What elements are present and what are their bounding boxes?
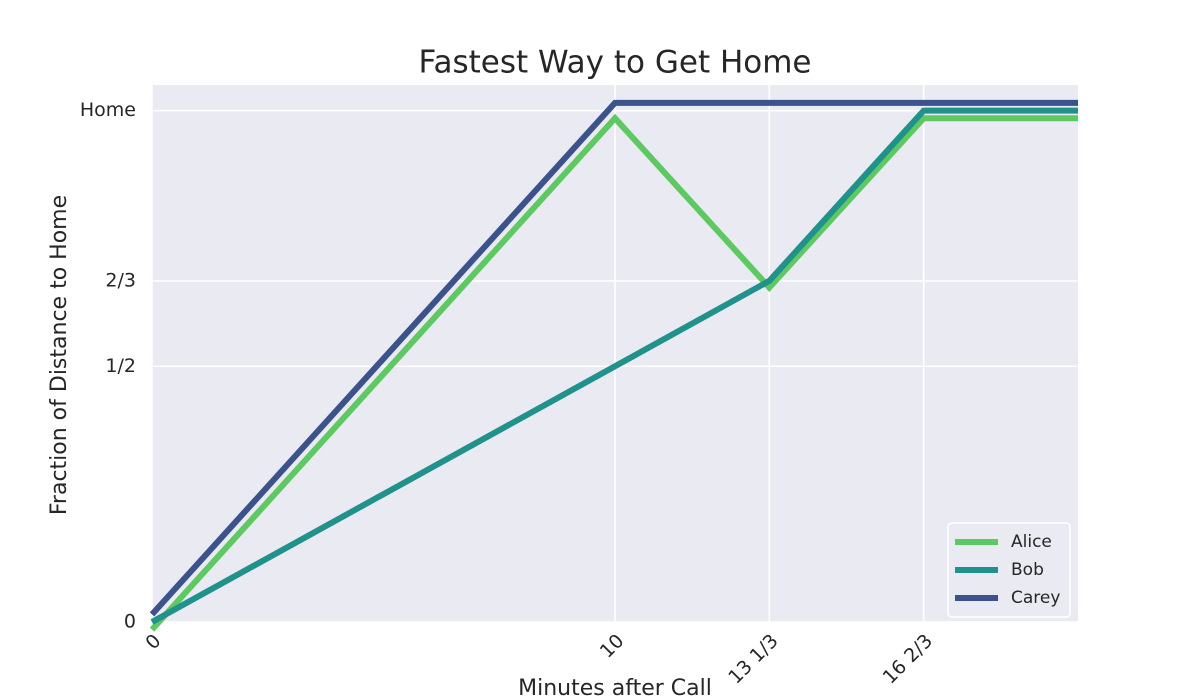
y-tick-label: Home <box>80 99 136 121</box>
x-tick-label: 16 2/3 <box>879 630 938 689</box>
y-tick-label: 2/3 <box>105 270 136 292</box>
legend-label: Carey <box>1011 588 1060 608</box>
y-tick-label: 1/2 <box>105 355 136 377</box>
series-line <box>150 107 1078 625</box>
legend-label: Alice <box>1011 532 1052 552</box>
series-line <box>149 113 1078 632</box>
y-tick-label: 0 <box>124 611 136 633</box>
chart-title: Fastest Way to Get Home <box>418 45 811 81</box>
x-tick-label: 13 1/3 <box>724 630 783 689</box>
legend: Alice Bob Carey <box>947 522 1071 618</box>
x-tick-label: 0 <box>141 630 165 654</box>
legend-label: Bob <box>1011 560 1044 580</box>
legend-box <box>947 522 1071 618</box>
series-line <box>149 99 1078 617</box>
x-tick-label: 10 <box>596 630 629 663</box>
y-axis-label: Fraction of Distance to Home <box>47 195 72 515</box>
x-axis-label: Minutes after Call <box>518 676 712 700</box>
